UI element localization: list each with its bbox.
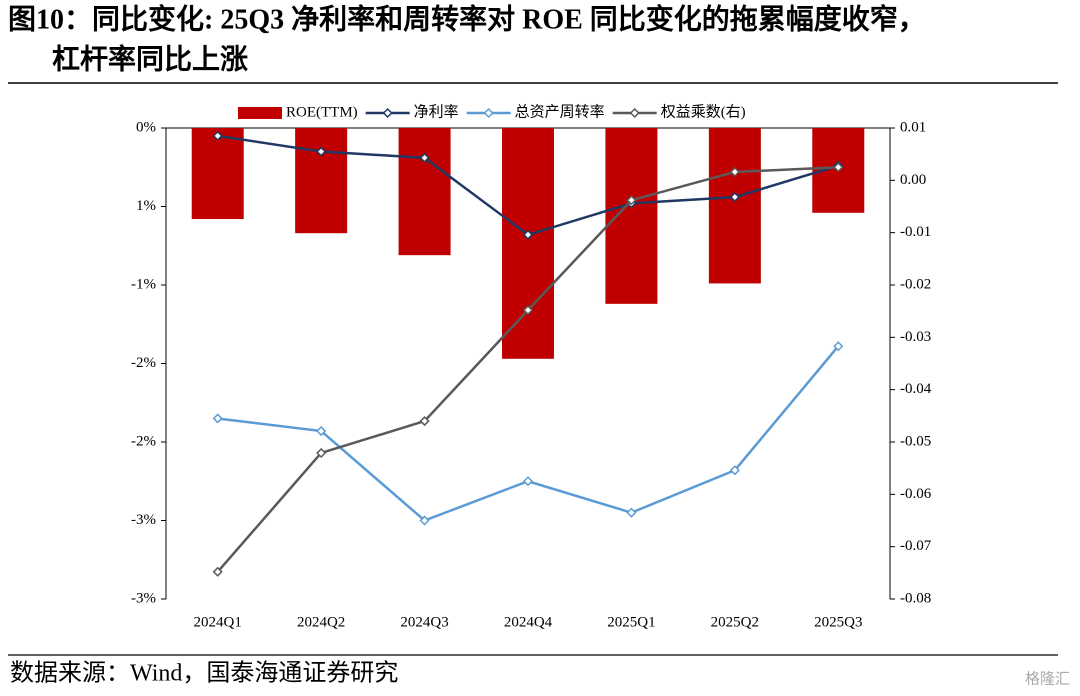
x-tick-label: 2025Q2 [711, 614, 759, 630]
marker [212, 413, 223, 424]
legend-label: 净利率 [414, 103, 459, 120]
x-tick-label: 2024Q1 [194, 614, 242, 630]
marker [626, 195, 637, 206]
marker [419, 416, 430, 427]
bar [708, 128, 761, 284]
x-tick-label: 2025Q3 [814, 614, 862, 630]
marker [522, 476, 534, 487]
y2-tick-label: -0.03 [900, 329, 931, 345]
bar [502, 128, 554, 359]
y2-tick-label: -0.04 [900, 381, 932, 397]
y2-tick-label: 0.00 [900, 172, 926, 188]
y2-tick-label: -0.08 [900, 590, 931, 606]
marker [626, 507, 637, 518]
marker [316, 425, 327, 437]
y-tick-label: 0% [136, 119, 156, 135]
marker [729, 192, 740, 203]
y2-tick-label: -0.06 [900, 486, 932, 502]
bar [398, 128, 451, 256]
marker [316, 447, 327, 459]
x-tick-label: 2024Q2 [297, 614, 345, 630]
legend-marker [382, 107, 393, 119]
y-tick-label: -3% [131, 590, 156, 606]
y-tick-label: -1% [131, 276, 156, 292]
watermark: 格隆汇 [1025, 670, 1070, 687]
line [217, 345, 840, 522]
legend-swatch [238, 107, 282, 119]
marker [729, 465, 740, 476]
bar [605, 128, 658, 304]
y-tick-label: -3% [131, 512, 156, 528]
bar [295, 128, 348, 234]
marker [212, 130, 223, 141]
marker [419, 515, 430, 526]
y-tick-label: -2% [131, 355, 156, 371]
y2-tick-label: -0.02 [900, 276, 931, 292]
legend-label: 权益乘数(右) [661, 103, 746, 120]
marker [833, 341, 844, 352]
marker [419, 152, 430, 163]
bar [191, 128, 244, 220]
chart-title: 杠杆率同比上涨 [52, 42, 248, 75]
legend-marker [629, 107, 640, 119]
marker [729, 166, 740, 178]
marker [833, 162, 844, 173]
source: 数据来源：Wind，国泰海通证券研究 [10, 660, 398, 687]
marker [316, 146, 327, 157]
marker [212, 566, 223, 577]
chart-title: 图10：同比变化: 25Q3 净利率和周转率对 ROE 同比变化的拖累幅度收窄， [8, 2, 926, 35]
y-tick-label: 1% [136, 198, 156, 214]
x-tick-label: 2024Q3 [400, 614, 448, 630]
legend-label: ROE(TTM) [286, 104, 358, 120]
x-tick-label: 2025Q1 [607, 614, 655, 630]
y-tick-label: -2% [131, 433, 156, 449]
y2-tick-label: -0.01 [900, 224, 931, 240]
marker [522, 229, 534, 240]
legend-marker [483, 107, 494, 119]
marker [522, 305, 534, 316]
x-tick-label: 2024Q4 [504, 614, 553, 630]
y2-tick-label: -0.05 [900, 433, 931, 449]
y2-tick-label: 0.01 [900, 119, 926, 135]
legend-label: 总资产周转率 [515, 103, 605, 120]
y2-tick-label: -0.07 [900, 538, 932, 554]
